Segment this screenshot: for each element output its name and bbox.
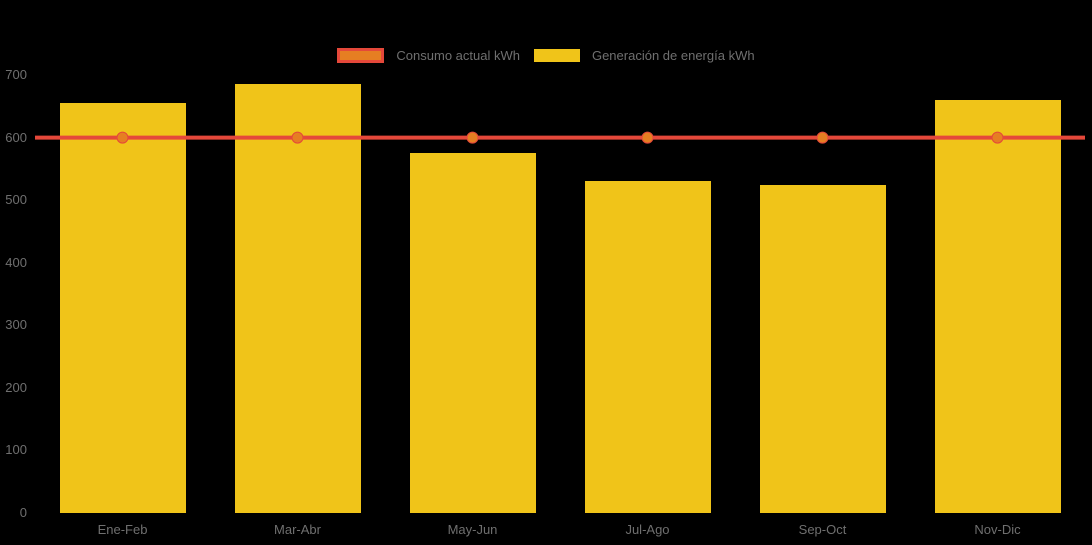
line-marker-Nov-Dic	[991, 131, 1004, 144]
legend-bar-swatch	[533, 48, 580, 62]
bar-May-Jun	[409, 153, 536, 513]
x-axis-tick-label-Nov-Dic: Nov-Dic	[974, 522, 1021, 537]
y-axis-tick-label-100: 100	[5, 442, 27, 458]
legend-line-swatch	[337, 47, 385, 63]
legend-label-consumo-actual: Consumo actual kWh	[396, 47, 520, 63]
bar-Sep-Oct	[759, 184, 886, 513]
bar-Ene-Feb	[59, 103, 186, 513]
line-marker-Mar-Abr	[291, 131, 304, 144]
y-axis-tick-label-600: 600	[5, 129, 27, 145]
legend-item-generacion-energia[interactable]: Generación de energía kWh	[533, 47, 755, 63]
legend-item-consumo-actual[interactable]: Consumo actual kWh	[337, 47, 520, 63]
y-axis-tick-label-500: 500	[5, 192, 27, 208]
plot-area	[35, 75, 1085, 513]
line-marker-Sep-Oct	[816, 131, 829, 144]
x-axis-tick-label-Jul-Ago: Jul-Ago	[625, 522, 670, 537]
line-marker-May-Jun	[466, 131, 479, 144]
x-axis-tick-label-Mar-Abr: Mar-Abr	[274, 522, 321, 537]
bar-Mar-Abr	[234, 84, 361, 513]
y-axis-tick-label-700: 700	[5, 67, 27, 82]
x-axis-tick-label-Sep-Oct: Sep-Oct	[798, 522, 847, 537]
legend: Consumo actual kWh Generación de energía…	[0, 45, 1092, 65]
legend-label-generacion-energia: Generación de energía kWh	[591, 47, 755, 63]
line-series-layer	[35, 131, 1085, 144]
line-marker-Jul-Ago	[641, 131, 654, 144]
x-axis-tick-label-Ene-Feb: Ene-Feb	[97, 522, 148, 537]
line-marker-Ene-Feb	[116, 131, 129, 144]
bar-Jul-Ago	[584, 181, 711, 513]
y-axis-tick-label-200: 200	[5, 379, 27, 395]
bar-Nov-Dic	[934, 100, 1061, 513]
x-axis-tick-label-May-Jun: May-Jun	[447, 522, 498, 537]
y-axis-tick-label-400: 400	[5, 254, 27, 270]
y-axis-tick-label-0: 0	[19, 505, 27, 520]
y-axis-tick-label-300: 300	[5, 317, 27, 333]
